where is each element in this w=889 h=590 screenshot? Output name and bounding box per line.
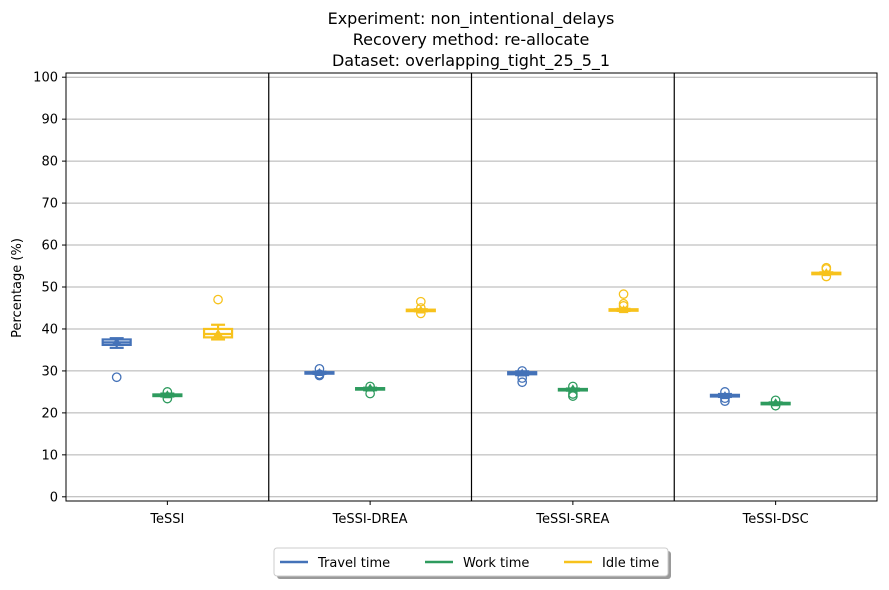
chart-title-line-1: Experiment: non_intentional_delays <box>328 9 615 29</box>
box-idle-time-tessi-drea <box>405 296 436 319</box>
outlier-point <box>770 395 781 406</box>
y-tick-label-60: 60 <box>41 239 58 254</box>
outlier-point <box>517 373 528 383</box>
y-tick-label-40: 40 <box>41 322 58 337</box>
outlier-point <box>415 308 426 319</box>
outlier-point <box>517 377 528 388</box>
outlier-point <box>365 381 375 392</box>
box-work-time-tessi-srea <box>557 381 588 401</box>
box-work-time-tessi-drea <box>355 381 386 399</box>
box-work-time-tessi-dsc <box>760 395 791 411</box>
box-idle-time-tessi <box>202 294 234 341</box>
y-tick-label-10: 10 <box>41 448 58 463</box>
outlier-point <box>415 296 426 307</box>
box-work-time-tessi <box>152 387 183 404</box>
y-tick-label-80: 80 <box>41 155 58 170</box>
mean-marker <box>111 337 122 346</box>
legend-label-work-time: Work time <box>463 556 529 571</box>
outlier-point <box>568 389 578 399</box>
x-tick-label-tessi-drea: TeSSI-DREA <box>332 512 408 527</box>
outlier-point <box>314 369 325 380</box>
y-tick-label-30: 30 <box>41 364 58 379</box>
y-tick-label-0: 0 <box>50 490 58 505</box>
outlier-point <box>365 388 375 399</box>
outlier-point <box>111 372 122 383</box>
chart-title-line-3: Dataset: overlapping_tight_25_5_1 <box>332 51 610 71</box>
y-tick-label-100: 100 <box>33 71 58 86</box>
x-tick-label-tessi-dsc: TeSSI-DSC <box>742 512 809 527</box>
outlier-point <box>162 387 173 397</box>
mean-marker <box>314 368 325 377</box>
outlier-point <box>568 381 578 392</box>
outlier-point <box>821 262 832 273</box>
box-travel-time-tessi-dsc <box>709 387 741 406</box>
outlier-point <box>213 294 223 305</box>
legend-box <box>273 547 669 577</box>
x-tick-label-tessi: TeSSI <box>149 512 184 527</box>
box-travel-time-tessi-drea <box>304 363 335 381</box>
outlier-point <box>618 289 629 299</box>
legend: Travel time Work time Idle time <box>273 547 671 579</box>
y-tick-label-90: 90 <box>41 113 58 128</box>
chart-title: Experiment: non_intentional_delays Recov… <box>328 9 615 71</box>
y-tick-label-50: 50 <box>41 281 58 296</box>
group-separators <box>268 73 675 501</box>
box-idle-time-tessi-dsc <box>811 262 842 282</box>
y-tick-label-20: 20 <box>41 406 58 421</box>
mean-marker <box>618 305 629 314</box>
outlier-point <box>720 387 730 397</box>
outlier-point <box>720 393 730 404</box>
mean-marker <box>213 328 224 337</box>
box-travel-time-tessi-srea <box>507 366 538 388</box>
legend-label-idle-time: Idle time <box>602 556 659 571</box>
axes: 0 10 20 30 40 50 60 70 80 90 100 TeSSI TeSSI-DREA TeS… <box>33 71 878 527</box>
outlier-point <box>517 366 528 376</box>
legend-label-travel-time: Travel time <box>317 556 390 571</box>
box-idle-time-tessi-srea <box>608 289 639 314</box>
plot-frame <box>65 72 878 502</box>
outlier-point <box>770 400 781 411</box>
outlier-point <box>415 303 426 313</box>
x-tick-label-tessi-srea: TeSSI-SREA <box>535 512 609 527</box>
y-axis-label: Percentage (%) <box>10 238 25 338</box>
y-tick-label-70: 70 <box>41 197 58 212</box>
outlier-point <box>618 298 629 309</box>
box-travel-time-tessi <box>101 337 132 383</box>
outlier-point <box>162 393 173 404</box>
box-marks <box>101 262 842 411</box>
outlier-point <box>314 363 325 374</box>
outlier-point <box>720 396 730 406</box>
chart-title-line-2: Recovery method: re-allocate <box>353 30 590 49</box>
